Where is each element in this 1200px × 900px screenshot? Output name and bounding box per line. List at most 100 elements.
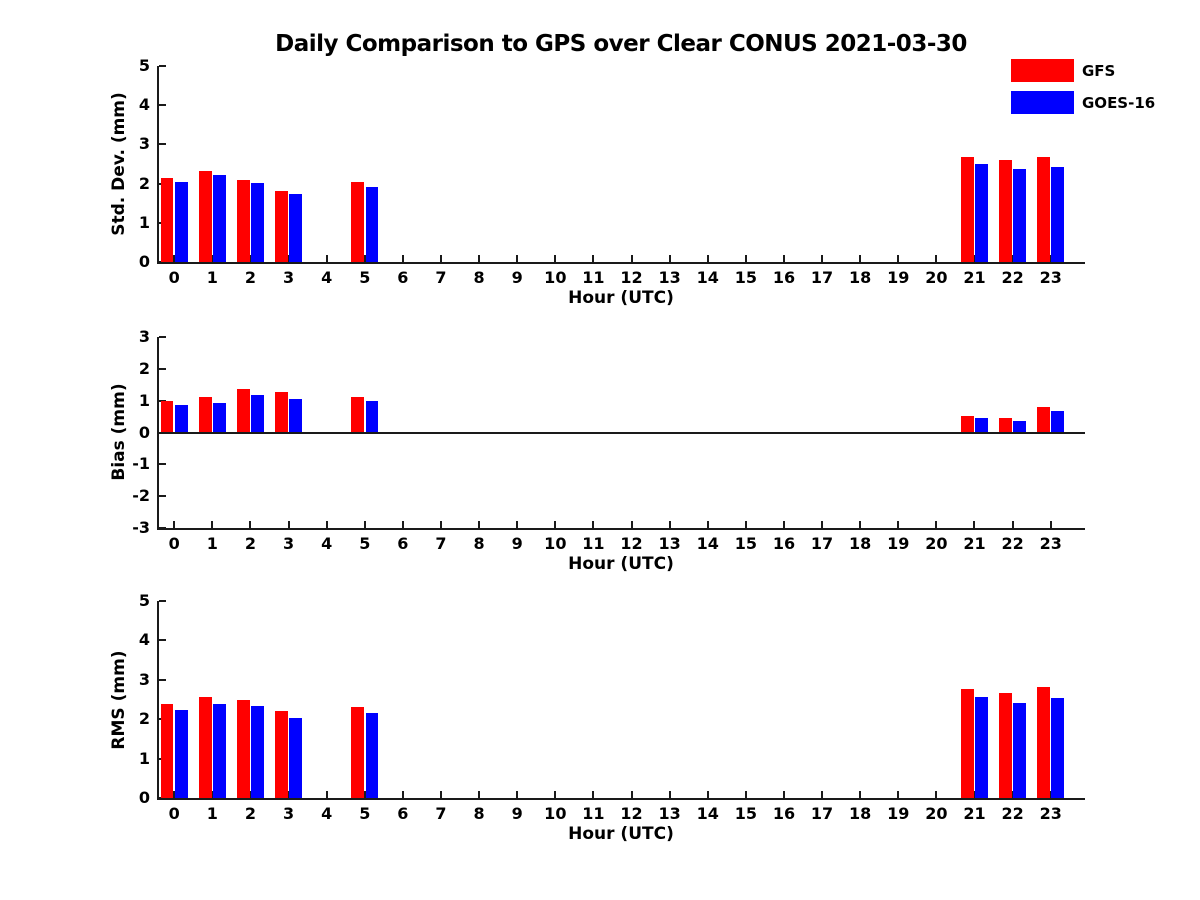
rms-y-tick-4: [159, 639, 166, 642]
rms-x-tick-13: [668, 791, 671, 798]
rms-x-tick-4: [325, 791, 328, 798]
bias-x-tick-16: [782, 521, 785, 528]
bias-x-tick-label-8: 8: [473, 534, 485, 553]
std-dev-x-tick-22: [1011, 255, 1014, 262]
std-dev-x-axis-label: Hour (UTC): [568, 288, 674, 308]
std-dev-x-tick-label-6: 6: [397, 268, 409, 287]
bias-x-tick-label-6: 6: [397, 534, 409, 553]
std-dev-x-tick-17: [821, 255, 824, 262]
bias-goes-16-bar-hour-2: [251, 394, 264, 433]
bias-x-tick-15: [744, 521, 747, 528]
rms-x-tick-16: [782, 791, 785, 798]
rms-y-tick-label-4: 4: [138, 630, 150, 650]
std-dev-goes-16-bar-hour-22: [1013, 169, 1026, 262]
bias-y-tick--2: [159, 495, 166, 498]
rms-x-tick-label-21: 21: [963, 804, 986, 823]
std-dev-gfs-bar-hour-3: [275, 190, 288, 262]
bias-x-tick-label-1: 1: [206, 534, 218, 553]
std-dev-y-tick-0: [159, 261, 166, 263]
rms-gfs-bar-hour-5: [351, 706, 364, 798]
bias-x-tick-20: [935, 521, 938, 528]
std-dev-gfs-bar-hour-22: [999, 159, 1012, 262]
rms-x-tick-18: [859, 791, 862, 798]
rms-x-tick-label-15: 15: [734, 804, 757, 823]
std-dev-x-tick-3: [287, 255, 290, 262]
rms-goes-16-bar-hour-5: [365, 713, 379, 798]
std-dev-x-tick-label-7: 7: [435, 268, 447, 287]
std-dev-x-tick-8: [478, 255, 481, 262]
rms-x-tick-19: [897, 791, 900, 798]
rms-gfs-bar-hour-23: [1037, 687, 1050, 798]
std-dev-x-tick-label-1: 1: [206, 268, 218, 287]
rms-x-tick-label-20: 20: [925, 804, 948, 823]
bias-x-tick-label-10: 10: [544, 534, 567, 553]
std-dev-x-tick-7: [439, 255, 442, 262]
bias-x-tick-23: [1049, 521, 1052, 528]
rms-gfs-bar-hour-21: [961, 688, 974, 798]
bias-gfs-bar-hour-3: [275, 392, 288, 433]
bias-goes-16-bar-hour-21: [975, 417, 988, 433]
bias-x-tick-13: [668, 521, 671, 528]
std-dev-x-tick-2: [249, 255, 252, 262]
bias-x-tick-label-19: 19: [887, 534, 910, 553]
std-dev-y-tick-2: [159, 182, 166, 185]
rms-x-tick-10: [554, 791, 557, 798]
bias-x-tick-label-2: 2: [244, 534, 257, 553]
rms-x-axis-label: Hour (UTC): [568, 824, 674, 844]
rms-x-tick-label-19: 19: [887, 804, 910, 823]
std-dev-x-tick-11: [592, 255, 595, 262]
bias-gfs-bar-hour-2: [237, 389, 250, 433]
rms-y-tick-3: [159, 678, 166, 681]
rms-x-tick-label-3: 3: [282, 804, 295, 823]
std-dev-x-tick-label-15: 15: [734, 268, 757, 287]
std-dev-y-tick-3: [159, 143, 166, 146]
std-dev-plot-area: 0 1 2 3 4 5 0 1 2 3 4 5 6 7 8 9 10 11 12 13 14 15 16 17 18 19 20 21…: [139, 58, 1085, 286]
bias-goes-16-bar-hour-22: [1013, 421, 1026, 433]
std-dev-x-tick-10: [554, 255, 557, 262]
bias-x-tick-14: [706, 521, 709, 528]
rms-goes-16-bar-hour-22: [1013, 703, 1026, 798]
std-dev-x-tick-1: [211, 255, 214, 262]
rms-x-tick-9: [516, 791, 519, 798]
bias-y-axis-label: Bias (mm): [109, 383, 129, 481]
bias-y-tick-1: [159, 399, 166, 402]
std-dev-x-tick-13: [668, 255, 671, 262]
rms-y-tick-0: [159, 797, 166, 799]
bias-x-tick-label-3: 3: [282, 534, 295, 553]
std-dev-y-tick-label-2: 2: [138, 173, 150, 193]
std-dev-goes-16-bar-hour-1: [213, 175, 226, 262]
bias-x-tick-7: [439, 521, 442, 528]
rms-gfs-bar-hour-2: [237, 699, 250, 798]
rms-goes-16-bar-hour-0: [175, 709, 188, 798]
rms-x-tick-15: [744, 791, 747, 798]
bias-goes-16-bar-hour-1: [213, 403, 226, 433]
std-dev-x-tick-23: [1049, 255, 1052, 262]
bias-x-tick-18: [859, 521, 862, 528]
rms-x-tick-6: [401, 791, 404, 798]
rms-x-tick-label-22: 22: [1001, 804, 1024, 823]
rms-gfs-bar-hour-3: [275, 711, 288, 798]
std-dev-gfs-bar-hour-5: [351, 182, 364, 262]
bias-gfs-bar-hour-1: [199, 397, 212, 433]
bias-y-tick-label-1: 1: [138, 390, 150, 410]
rms-x-tick-label-11: 11: [582, 804, 605, 823]
bias-y-tick-label--2: -2: [132, 486, 150, 506]
bias-gfs-bar-hour-22: [999, 418, 1012, 433]
bias-y-tick-label-3: 3: [138, 327, 150, 346]
chart-title: Daily Comparison to GPS over Clear CONUS…: [275, 31, 967, 57]
bias-gfs-bar-hour-0: [160, 400, 174, 433]
legend-item-goes16: GOES-16: [1011, 91, 1155, 114]
std-dev-x-tick-label-3: 3: [282, 268, 295, 287]
std-dev-x-tick-15: [744, 255, 747, 262]
std-dev-goes-16-bar-hour-3: [289, 194, 302, 262]
bias-x-tick-label-14: 14: [696, 534, 719, 553]
bias-x-tick-21: [973, 521, 976, 528]
rms-goes-16-bar-hour-2: [251, 706, 264, 798]
bias-x-tick-label-0: 0: [168, 534, 180, 553]
goes16-color-swatch: [1011, 91, 1074, 114]
std-dev-x-tick-label-8: 8: [473, 268, 485, 287]
std-dev-goes-16-bar-hour-0: [175, 181, 188, 262]
rms-x-tick-21: [973, 791, 976, 798]
std-dev-y-tick-label-5: 5: [138, 56, 150, 75]
rms-x-tick-label-4: 4: [321, 804, 333, 823]
